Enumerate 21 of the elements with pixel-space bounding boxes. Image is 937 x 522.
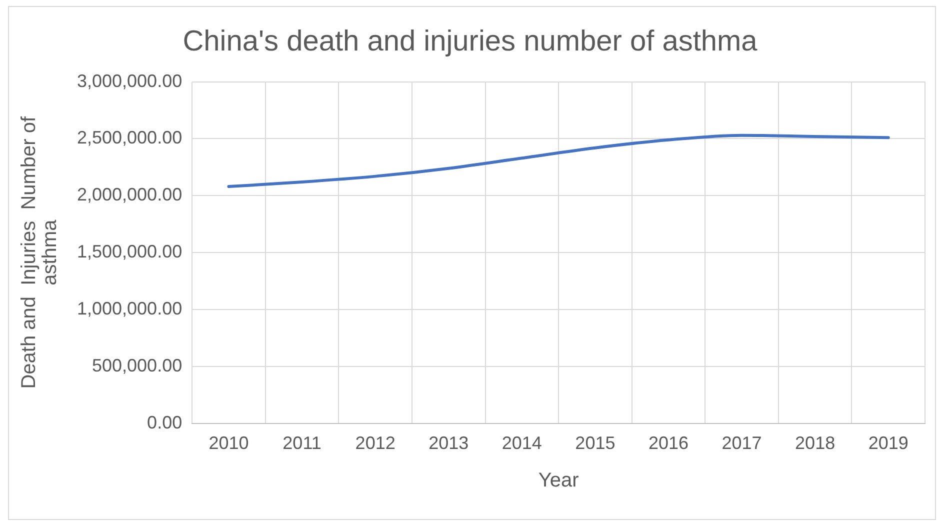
y-tick-label: 500,000.00 <box>92 355 182 376</box>
x-axis-title: Year <box>538 470 580 492</box>
y-tick-label: 2,500,000.00 <box>76 128 182 148</box>
y-tick-label: 1,500,000.00 <box>76 242 182 262</box>
x-tick-label: 2012 <box>355 433 396 454</box>
y-axis-title: Death and Injuries Number of asthma <box>18 116 62 389</box>
x-tick-label: 2011 <box>282 433 322 454</box>
x-tick-label: 2010 <box>208 433 249 454</box>
chart-title: China's death and injuries number of asthma <box>182 25 758 58</box>
x-tick-label: 2015 <box>575 433 616 454</box>
x-tick-label: 2019 <box>868 433 908 454</box>
x-tick-label: 2018 <box>795 433 836 454</box>
y-tick-label: 3,000,000.00 <box>76 70 182 91</box>
line-series <box>227 134 890 188</box>
y-tick-label: 0.00 <box>147 412 182 432</box>
y-tick-label: 2,000,000.00 <box>76 184 182 205</box>
y-tick-label: 1,000,000.00 <box>76 298 182 318</box>
x-tick-label: 2014 <box>502 433 542 454</box>
x-tick-label: 2017 <box>722 433 762 454</box>
x-tick-label: 2013 <box>428 433 469 454</box>
x-tick-label: 2016 <box>648 433 689 454</box>
